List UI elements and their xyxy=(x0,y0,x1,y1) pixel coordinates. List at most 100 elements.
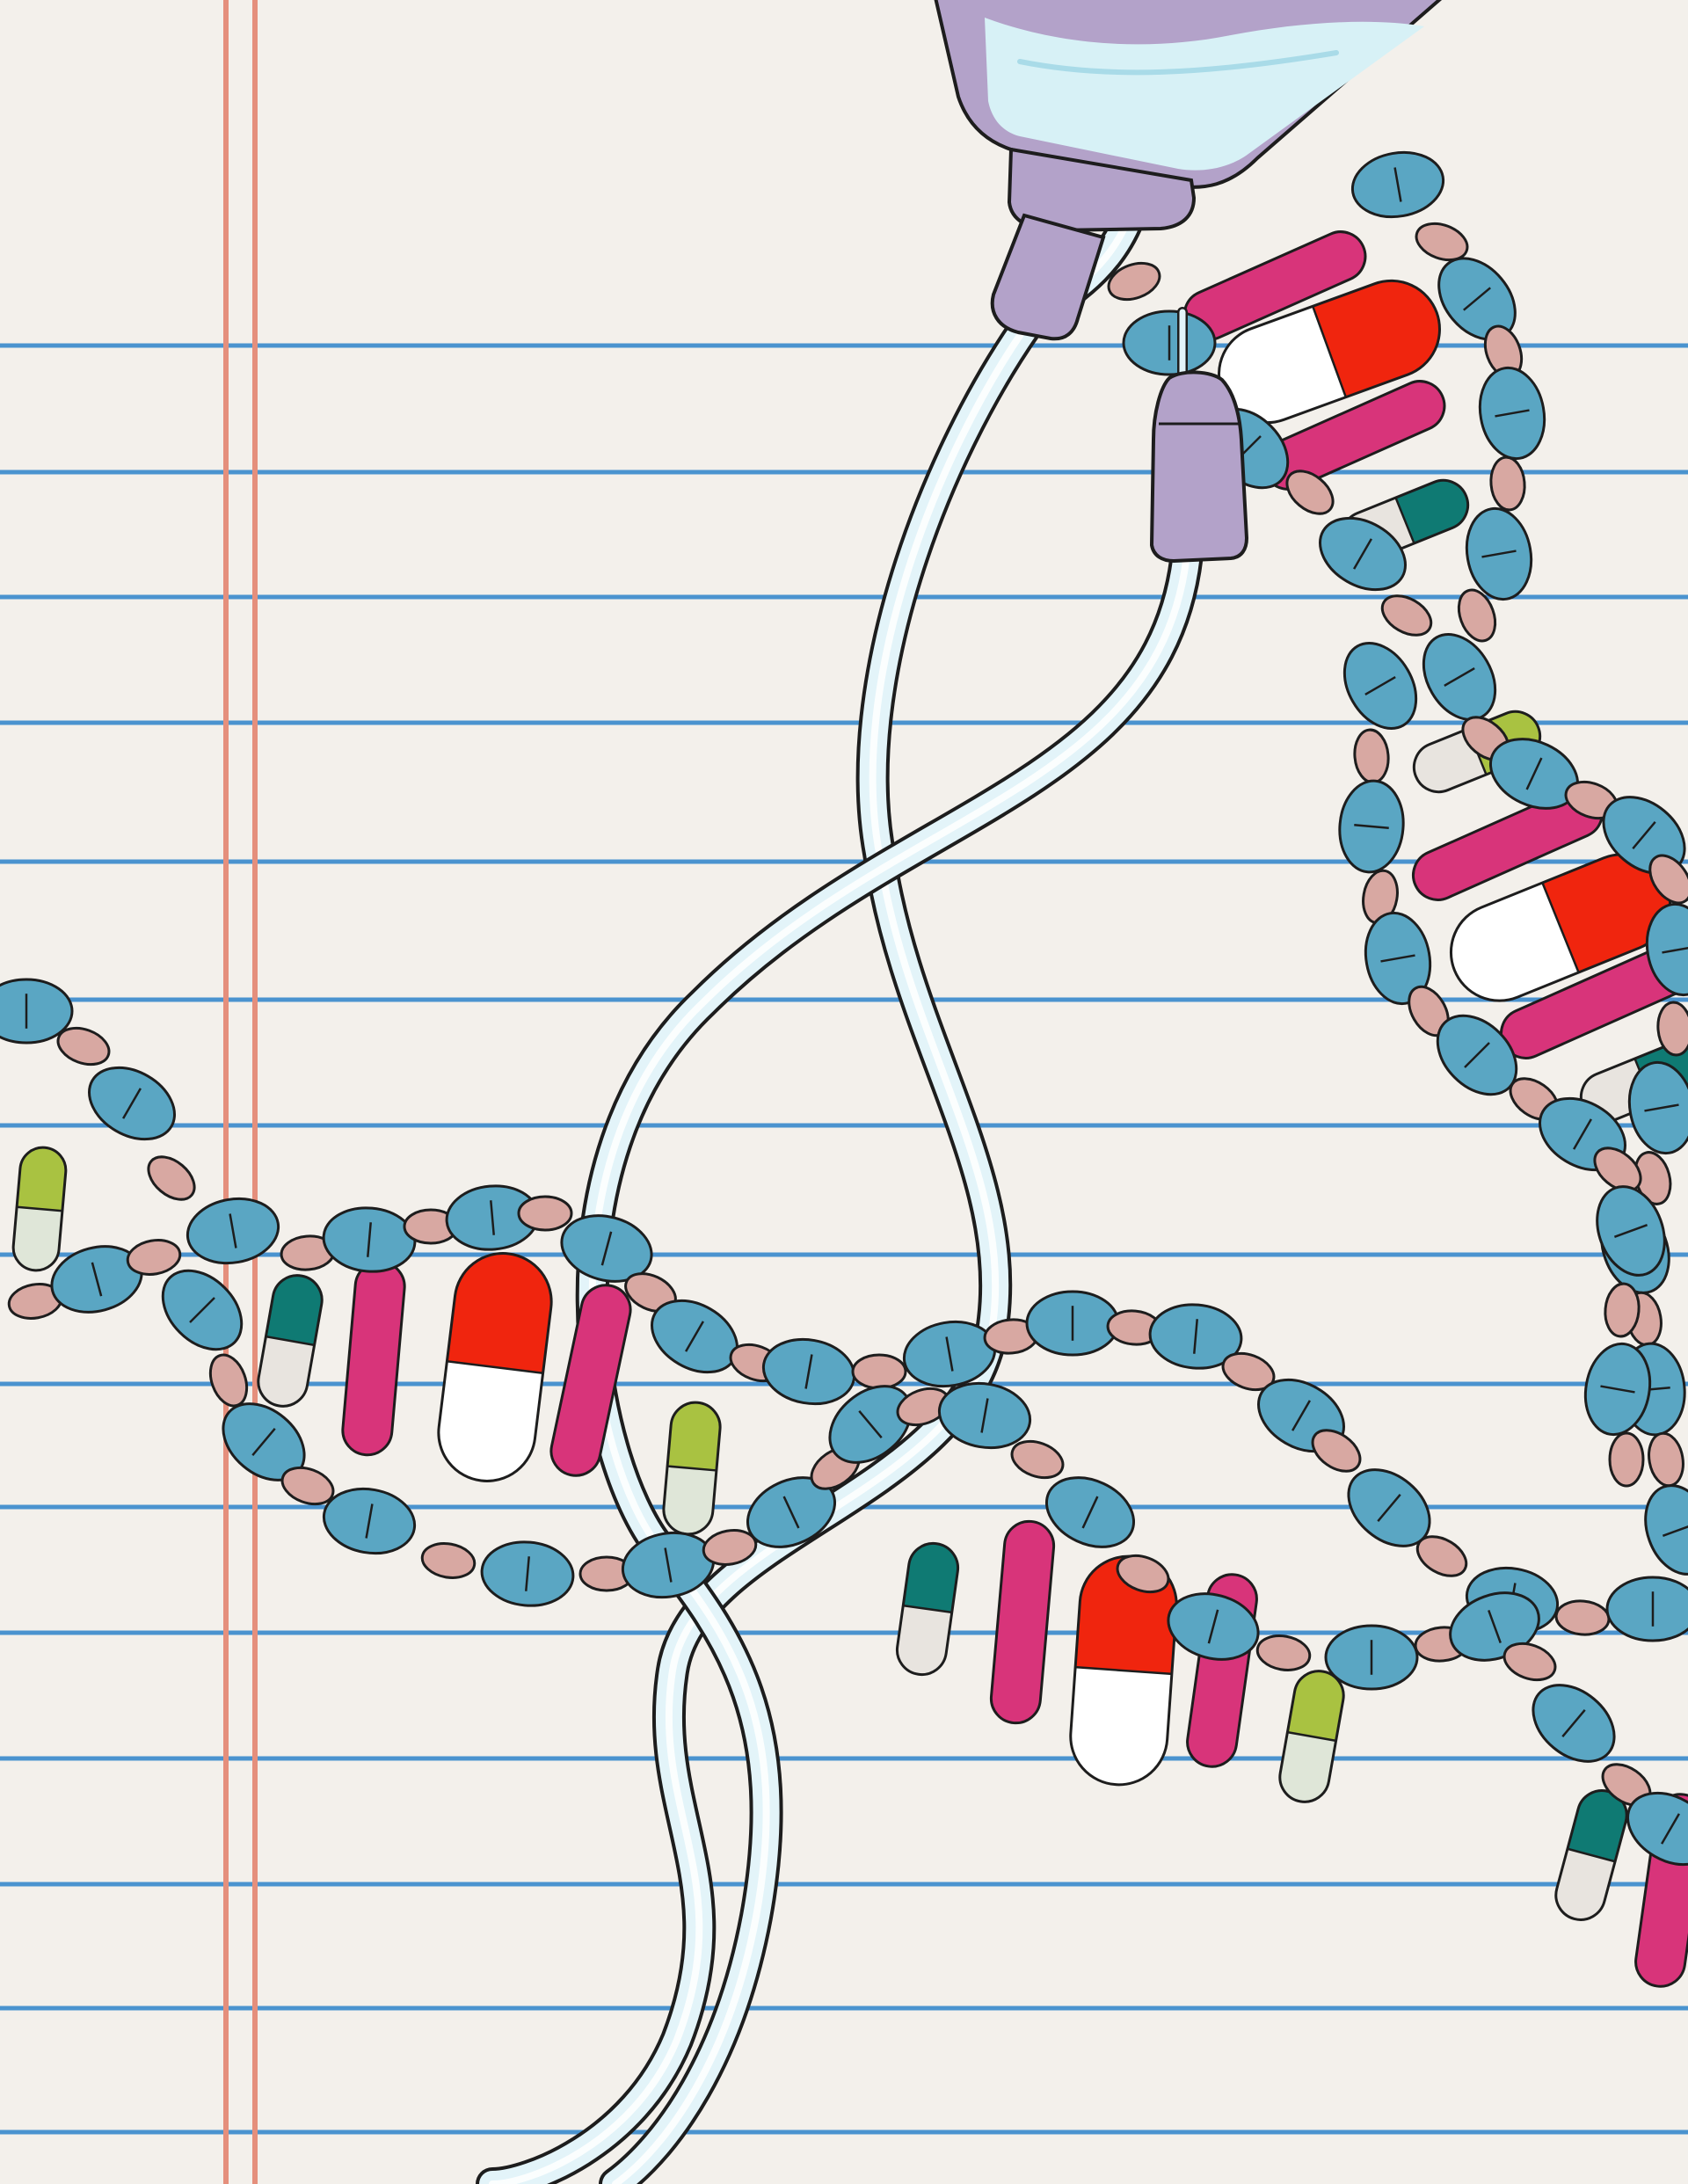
tablet-icon xyxy=(621,1531,716,1599)
tablet-icon xyxy=(0,978,74,1045)
capsule-icon xyxy=(895,1541,960,1677)
tablet-icon xyxy=(560,1214,653,1283)
rule-line xyxy=(0,343,1688,348)
tablet-icon xyxy=(1319,516,1407,592)
tablet-icon xyxy=(1044,1476,1136,1548)
tablet-icon xyxy=(937,1381,1032,1450)
rule-line xyxy=(0,1252,1688,1257)
capsule-icon xyxy=(662,1401,722,1536)
small-pill xyxy=(702,1529,758,1566)
rule-line xyxy=(0,2006,1688,2011)
rule-line xyxy=(0,470,1688,475)
rule-line xyxy=(0,720,1688,725)
rule-line xyxy=(0,2129,1688,2135)
small-pill xyxy=(1415,222,1469,262)
tablet-icon xyxy=(480,1540,575,1607)
small-pill xyxy=(517,1195,573,1232)
tablet-icon xyxy=(1478,366,1546,461)
tablet-icon xyxy=(651,1299,738,1374)
tablet-icon xyxy=(1364,911,1432,1006)
small-pill xyxy=(126,1239,182,1276)
small-pill xyxy=(1656,1001,1688,1057)
small-pill xyxy=(1489,455,1526,512)
tablet-icon xyxy=(161,1269,244,1351)
magenta-bar-pill xyxy=(549,1284,632,1477)
tablet-icon xyxy=(1122,309,1217,376)
tablet-icon xyxy=(1465,506,1533,601)
small-pill xyxy=(1608,1431,1645,1488)
rule-line xyxy=(0,997,1688,1002)
tablet-icon xyxy=(1342,642,1418,730)
small-pill xyxy=(147,1155,196,1201)
small-pill xyxy=(1107,261,1161,302)
small-pill xyxy=(420,1542,477,1579)
margin-line xyxy=(223,0,229,2184)
tablet-icon xyxy=(761,1337,856,1406)
tablet-icon xyxy=(1436,1014,1518,1096)
tablet-icon xyxy=(1605,1576,1688,1642)
small-pill xyxy=(1311,1429,1362,1473)
tablet-icon xyxy=(1025,1290,1120,1357)
tablet-icon xyxy=(322,1206,417,1273)
small-pill xyxy=(1285,470,1335,515)
small-pill xyxy=(1010,1439,1065,1480)
small-pill xyxy=(1255,1634,1312,1671)
rule-line xyxy=(0,1882,1688,1887)
tablet-icon xyxy=(1645,902,1688,997)
tablet-icon xyxy=(186,1197,280,1265)
rule-line xyxy=(0,1630,1688,1635)
small-pill xyxy=(1648,854,1688,905)
tablet-icon xyxy=(1324,1624,1419,1691)
capsule-icon xyxy=(437,1252,553,1482)
tube-highlight xyxy=(489,313,1037,2184)
small-pill xyxy=(1604,1282,1641,1338)
tablet-icon xyxy=(1596,1185,1666,1277)
helix-rungs xyxy=(11,230,1688,1988)
iv-bag-icon xyxy=(934,0,1443,564)
dna-helix-icon xyxy=(0,150,1688,1867)
bag-neck xyxy=(1007,147,1197,233)
tablet-icon xyxy=(1148,1303,1243,1370)
bag-spout xyxy=(990,213,1106,341)
injection-port xyxy=(1149,370,1249,564)
tablet-icon xyxy=(1422,633,1497,721)
tablet-icon xyxy=(1167,1592,1260,1661)
small-pill xyxy=(1502,1642,1557,1682)
rule-line xyxy=(0,1123,1688,1128)
tablet-icon xyxy=(1338,779,1405,874)
small-pill xyxy=(851,1353,907,1390)
small-pill xyxy=(56,1026,111,1067)
tablet-icon xyxy=(1350,150,1445,219)
tablet-icon xyxy=(222,1402,306,1481)
capsule-icon xyxy=(1554,1789,1628,1921)
tablet-icon xyxy=(1626,1791,1688,1867)
capsule-icon xyxy=(1278,1670,1345,1803)
small-pill xyxy=(1593,1147,1642,1192)
small-pill xyxy=(1380,594,1433,637)
tablet-icon xyxy=(88,1066,176,1141)
tablet-icon xyxy=(1627,1060,1688,1155)
small-pill xyxy=(1415,1535,1468,1577)
small-pill xyxy=(1221,1351,1276,1392)
rule-line xyxy=(0,859,1688,864)
capsule-icon xyxy=(257,1274,324,1408)
tablet-icon xyxy=(322,1487,417,1555)
capsule-icon xyxy=(1218,279,1441,425)
margin-lines xyxy=(223,0,258,2184)
rule-line xyxy=(0,594,1688,600)
margin-line xyxy=(252,0,258,2184)
tablet-icon xyxy=(746,1476,837,1548)
small-pill xyxy=(280,1466,335,1506)
rule-line xyxy=(0,1756,1688,1761)
capsule-icon xyxy=(11,1146,68,1272)
capsule-icon xyxy=(1069,1554,1178,1787)
tube-highlight xyxy=(588,550,1190,2184)
small-pill xyxy=(1457,588,1497,643)
tablet-icon xyxy=(828,1385,913,1464)
tablet-icon xyxy=(1644,1484,1688,1576)
capsule-icon xyxy=(1449,853,1672,1002)
tablet-icon xyxy=(1583,1342,1652,1437)
fluid-surface xyxy=(1017,50,1339,76)
tablet-icon xyxy=(1532,1684,1616,1763)
